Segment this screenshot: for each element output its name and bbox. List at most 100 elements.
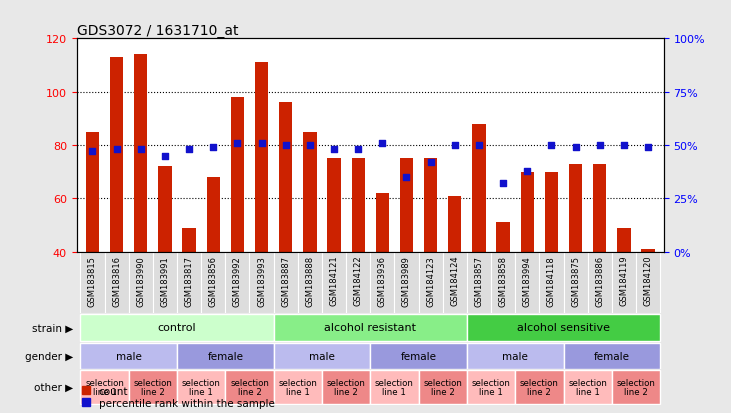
Text: male: male	[309, 351, 335, 361]
Bar	[322, 370, 371, 404]
Point	[425, 159, 436, 166]
Point	[280, 142, 292, 149]
Point	[232, 140, 243, 147]
Text: GSM184118: GSM184118	[547, 255, 556, 306]
Bar	[183, 228, 196, 252]
Bar	[419, 252, 443, 313]
Bar	[273, 314, 467, 341]
Text: selection
line 1: selection line 1	[85, 378, 124, 396]
Point	[135, 147, 147, 153]
Bar	[80, 314, 273, 341]
Text: selection
line 2: selection line 2	[616, 378, 656, 396]
Bar	[467, 314, 660, 341]
Bar	[207, 178, 220, 252]
Bar	[467, 370, 515, 404]
Bar	[303, 132, 317, 252]
Point	[304, 142, 316, 149]
Bar	[298, 252, 322, 313]
Text: GSM183857: GSM183857	[474, 255, 483, 306]
Bar	[636, 252, 660, 313]
Point	[545, 142, 557, 149]
Text: selection
line 2: selection line 2	[327, 378, 366, 396]
Bar	[467, 252, 491, 313]
Bar	[564, 370, 612, 404]
Text: GSM184119: GSM184119	[619, 255, 629, 306]
Bar	[467, 343, 564, 369]
Bar	[153, 252, 177, 313]
Text: selection
line 2: selection line 2	[520, 378, 558, 396]
Text: GSM183990: GSM183990	[136, 255, 145, 306]
Text: other ▶: other ▶	[34, 382, 73, 392]
Bar	[539, 252, 564, 313]
Text: GSM183992: GSM183992	[233, 255, 242, 306]
Bar	[496, 223, 510, 252]
Bar	[105, 252, 129, 313]
Text: GSM184121: GSM184121	[330, 255, 338, 306]
Point	[401, 174, 412, 181]
Point	[449, 142, 461, 149]
Bar	[129, 252, 153, 313]
Text: gender ▶: gender ▶	[25, 351, 73, 361]
Bar	[225, 370, 273, 404]
Bar	[612, 252, 636, 313]
Text: GDS3072 / 1631710_at: GDS3072 / 1631710_at	[77, 24, 238, 38]
Bar	[322, 252, 346, 313]
Bar	[564, 343, 660, 369]
Bar	[177, 343, 273, 369]
Text: female: female	[208, 351, 243, 361]
Point	[594, 142, 605, 149]
Bar	[110, 58, 124, 252]
Point	[256, 140, 268, 147]
Bar	[612, 370, 660, 404]
Bar	[593, 164, 607, 252]
Bar	[225, 252, 249, 313]
Text: selection
line 2: selection line 2	[423, 378, 462, 396]
Bar	[201, 252, 225, 313]
Bar	[371, 343, 467, 369]
Point	[352, 147, 364, 153]
Bar	[346, 252, 371, 313]
Point	[86, 149, 98, 155]
Text: GSM184120: GSM184120	[643, 255, 653, 306]
Bar	[231, 98, 244, 252]
Text: GSM184123: GSM184123	[426, 255, 435, 306]
Point	[159, 153, 171, 159]
Bar	[80, 343, 177, 369]
Point	[521, 168, 533, 175]
Text: selection
line 1: selection line 1	[182, 378, 221, 396]
Text: GSM183888: GSM183888	[306, 255, 314, 306]
Bar	[569, 164, 582, 252]
Point	[618, 142, 629, 149]
Bar	[564, 252, 588, 313]
Text: alcohol sensitive: alcohol sensitive	[517, 323, 610, 332]
Bar	[617, 228, 631, 252]
Text: selection
line 1: selection line 1	[471, 378, 510, 396]
Text: GSM183858: GSM183858	[499, 255, 507, 306]
Bar	[443, 252, 467, 313]
Text: GSM184124: GSM184124	[450, 255, 459, 306]
Text: selection
line 1: selection line 1	[568, 378, 607, 396]
Bar	[134, 55, 148, 252]
Bar	[255, 63, 268, 252]
Text: GSM183817: GSM183817	[185, 255, 194, 306]
Bar	[400, 159, 413, 252]
Text: GSM183887: GSM183887	[281, 255, 290, 306]
Text: GSM183993: GSM183993	[257, 255, 266, 306]
Bar	[279, 103, 292, 252]
Bar	[177, 370, 225, 404]
Text: selection
line 2: selection line 2	[134, 378, 173, 396]
Bar	[129, 370, 177, 404]
Bar	[448, 196, 461, 252]
Bar	[395, 252, 419, 313]
Bar	[327, 159, 341, 252]
Text: GSM183875: GSM183875	[571, 255, 580, 306]
Bar	[520, 172, 534, 252]
Bar	[273, 370, 322, 404]
Point	[376, 140, 388, 147]
Bar	[249, 252, 273, 313]
Point	[328, 147, 340, 153]
Text: control: control	[158, 323, 197, 332]
Text: GSM183989: GSM183989	[402, 255, 411, 306]
Text: strain ▶: strain ▶	[32, 323, 73, 332]
Bar	[80, 370, 129, 404]
